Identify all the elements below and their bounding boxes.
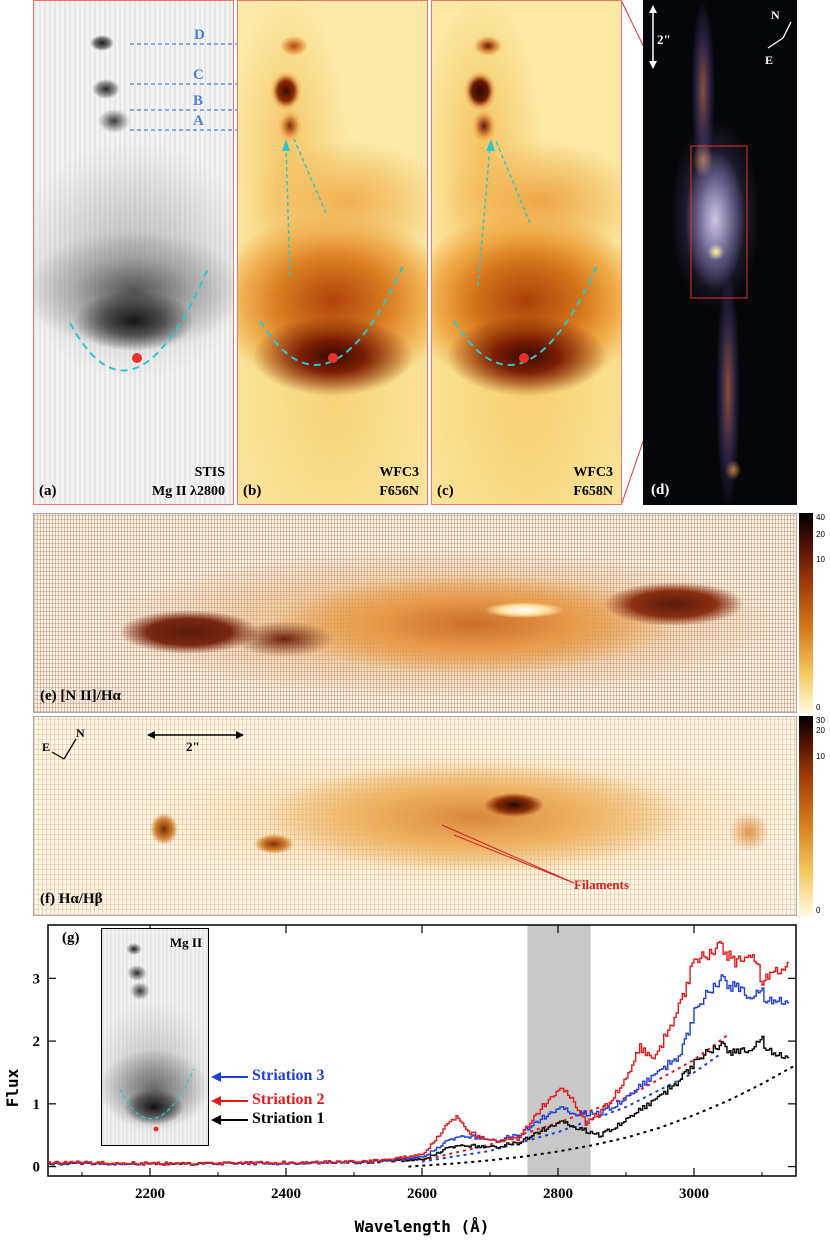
y-tick-label: 3 <box>33 971 41 987</box>
compass-e-line <box>767 37 784 49</box>
filament-pointer-1 <box>441 824 575 884</box>
panel-a-stis-image: STIS Mg II λ2800 (a) <box>33 0 234 505</box>
shell-dashed-curve <box>453 265 598 366</box>
scale-label: 2" <box>186 739 200 754</box>
star-marker <box>519 353 529 363</box>
compass-n-line <box>782 21 792 39</box>
panel-g-spectrum-chart: 2200 2400 2600 2800 3000 0 1 2 3 (g) Flux Wavele… <box>3 924 797 1236</box>
colorbar-tick: 30 <box>816 716 825 725</box>
x-tick-label: 2600 <box>407 1186 437 1202</box>
panel-c-instrument-name: WFC3 <box>573 465 613 480</box>
legend-striation-3: Striation 3 <box>252 1067 325 1084</box>
panel-c-overlay <box>453 139 598 366</box>
panel-d-overlay: 2" N E <box>649 5 792 299</box>
flow-arrow-right <box>495 140 531 224</box>
panel-e-label: (e) [N II]/Hα <box>40 688 121 704</box>
compass-e: E <box>42 740 50 754</box>
scale-label: 2" <box>657 32 671 47</box>
filament-label: Filaments <box>574 877 629 892</box>
inset-mgii-image: Mg II <box>101 928 209 1146</box>
colorbar-tick: 20 <box>816 726 825 735</box>
panel-b-f656n-image: WFC3 F656N (b) <box>237 0 428 505</box>
knot-a-label: A <box>193 113 204 129</box>
legend: Striation 3 Striation 2 Striation 1 <box>210 1063 370 1133</box>
panel-a-instrument-name: STIS <box>194 465 225 480</box>
panel-a-instrument: STIS Mg II λ2800 <box>152 463 225 501</box>
panel-c-instrument: WFC3 F658N <box>573 463 613 501</box>
colorbar-tick: 0 <box>816 703 821 712</box>
x-tick-label: 2800 <box>543 1186 573 1202</box>
y-tick-label: 0 <box>33 1160 41 1176</box>
knot-b-label: B <box>193 93 203 109</box>
star-marker <box>132 353 142 363</box>
inset-label: Mg II <box>169 935 202 950</box>
panel-f-overlay: 2" E N Filaments <box>42 726 629 892</box>
panel-b-instrument-name: WFC3 <box>379 465 419 480</box>
panel-g-label: (g) <box>62 930 80 946</box>
panel-e-nii-ha-ratio-map: (e) [N II]/Hα <box>33 513 797 713</box>
panel-f-label: (f) Hα/Hβ <box>40 891 103 907</box>
x-tick-label: 2400 <box>271 1186 301 1202</box>
knot-d-label: D <box>194 27 205 43</box>
x-tick-label: 3000 <box>679 1186 709 1202</box>
inset-overlay <box>119 1068 195 1132</box>
panel-a-overlay <box>69 265 210 372</box>
panel-c-f658n-image: WFC3 F658N (c) <box>431 0 622 505</box>
y-tick-label: 2 <box>33 1034 41 1050</box>
filament-pointer-2 <box>453 834 575 884</box>
panel-b-instrument: WFC3 F656N <box>379 463 419 501</box>
panel-d-label: (d) <box>651 482 670 498</box>
panel-f-ha-hb-ratio-map: 2" E N Filaments (f) Hα/Hβ <box>33 716 797 916</box>
y-tick-label: 1 <box>33 1097 41 1113</box>
legend-arrows <box>211 1072 248 1125</box>
flow-arrow-left <box>285 145 291 277</box>
compass-n: N <box>76 726 85 740</box>
panel-b-filter: F656N <box>379 484 419 499</box>
colorbar-tick: 0 <box>816 906 821 915</box>
compass-e: E <box>765 53 773 67</box>
panel-a-label: (a) <box>39 483 57 499</box>
x-tick-label: 2200 <box>135 1186 165 1202</box>
knot-c-label: C <box>193 67 204 83</box>
panel-d-color-composite: 2" N E (d) <box>643 0 797 505</box>
compass-n-line <box>63 738 77 760</box>
colorbar-tick: 20 <box>816 530 825 539</box>
panel-a-filter: Mg II λ2800 <box>152 484 225 499</box>
compass-e-line <box>51 751 65 760</box>
panel-f-colorbar <box>799 716 813 916</box>
y-axis-label: Flux <box>3 1068 22 1107</box>
zoom-box <box>690 145 748 299</box>
panel-c-filter: F658N <box>573 484 613 499</box>
flow-arrow-right <box>293 138 327 214</box>
flow-arrow-left <box>477 145 491 287</box>
panel-e-colorbar <box>799 513 813 713</box>
panel-c-label: (c) <box>437 483 454 499</box>
panel-e-colorbar-ticks: 40 20 10 0 <box>816 513 830 713</box>
series-model <box>408 1064 797 1168</box>
legend-striation-2: Striation 2 <box>252 1091 325 1108</box>
panel-b-label: (b) <box>243 483 262 499</box>
colorbar-tick: 10 <box>816 555 825 564</box>
panel-b-overlay <box>259 138 404 366</box>
legend-striation-1: Striation 1 <box>252 1110 325 1127</box>
series-striation-2 <box>48 941 790 1166</box>
mg-ii-shaded-band <box>527 925 591 1176</box>
panel-f-colorbar-ticks: 30 20 10 0 <box>816 716 830 916</box>
star-marker <box>328 353 338 363</box>
series-striation-2-continuum <box>421 1033 729 1162</box>
x-axis-label: Wavelength (Å) <box>355 1217 490 1236</box>
compass-n: N <box>771 8 780 22</box>
colorbar-tick: 10 <box>816 752 825 761</box>
colorbar-tick: 40 <box>816 513 825 522</box>
shell-dashed-curve <box>69 265 210 372</box>
shell-dashed-curve <box>259 265 404 366</box>
